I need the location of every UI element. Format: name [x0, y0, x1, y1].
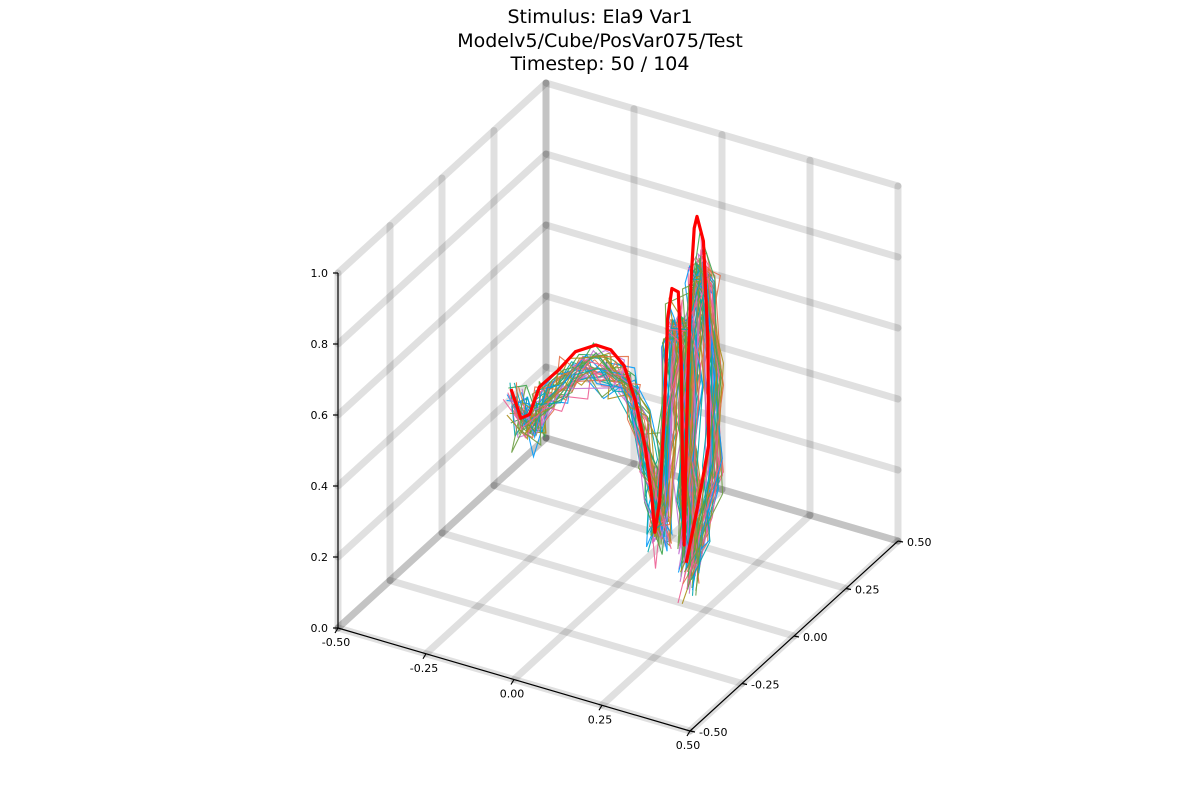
- y-tick-mark: [845, 587, 852, 591]
- chart-title-line-1: Stimulus: Ela9 Var1: [507, 6, 693, 28]
- tick-label-layer: -0.50-0.250.000.250.50-0.50-0.250.000.25…: [311, 267, 932, 752]
- ground-truth-line: [509, 214, 711, 564]
- chart-title-line-2: Modelv5/Cube/PosVar075/Test: [457, 30, 743, 52]
- grid-line: [334, 434, 550, 632]
- ground-truth-trajectory: [509, 214, 711, 564]
- grid-line: [334, 434, 550, 632]
- grid-line: [386, 577, 746, 687]
- chart-title-line-3: Timestep: 50 / 104: [510, 53, 690, 75]
- z-tick-label: 0.6: [311, 409, 329, 422]
- x-tick-mark: [422, 653, 427, 660]
- grid-line: [542, 292, 902, 403]
- y-tick-label: -0.50: [699, 726, 727, 739]
- y-tick-label: 0.00: [803, 631, 828, 644]
- x-tick-label: 0.25: [588, 713, 613, 726]
- y-tick-label: 0.25: [855, 584, 880, 597]
- grid-line: [542, 221, 902, 332]
- prediction-trajectory: [523, 265, 712, 581]
- z-tick-label: 0.0: [311, 622, 329, 635]
- y-tick-mark: [689, 730, 696, 733]
- y-tick-mark: [741, 682, 748, 686]
- grid-line: [334, 79, 550, 277]
- y-tick-mark: [897, 540, 904, 543]
- prediction-trajectory: [511, 274, 714, 566]
- grid-line: [334, 150, 550, 348]
- prediction-trajectory: [510, 255, 713, 590]
- grid-line: [334, 292, 550, 490]
- x-tick-mark: [598, 704, 603, 711]
- x-tick-label: -0.25: [410, 662, 438, 675]
- x-tick-label: -0.50: [322, 636, 350, 649]
- y-tick-label: -0.25: [751, 679, 779, 692]
- grid-line: [438, 529, 798, 640]
- grid-line: [422, 460, 638, 658]
- grid-line: [542, 150, 902, 261]
- grid-line: [542, 363, 902, 474]
- x-tick-label: 0.50: [676, 739, 701, 752]
- y-tick-label: 0.50: [907, 536, 932, 549]
- x-tick-mark: [686, 730, 691, 737]
- grid-line: [542, 79, 902, 190]
- axis-layer: [333, 272, 904, 737]
- x-tick-mark: [510, 679, 515, 685]
- grid-line: [598, 511, 814, 709]
- prediction-trajectory: [520, 282, 723, 574]
- grid-line: [334, 221, 550, 419]
- y-tick-mark: [793, 635, 800, 638]
- z-tick-label: 0.2: [311, 551, 329, 564]
- z-tick-label: 0.4: [311, 480, 329, 493]
- prediction-trajectory: [502, 248, 720, 579]
- z-tick-label: 1.0: [311, 267, 329, 280]
- z-tick-label: 0.8: [311, 338, 329, 351]
- x-tick-mark: [334, 627, 339, 634]
- x-tick-label: 0.00: [500, 688, 525, 701]
